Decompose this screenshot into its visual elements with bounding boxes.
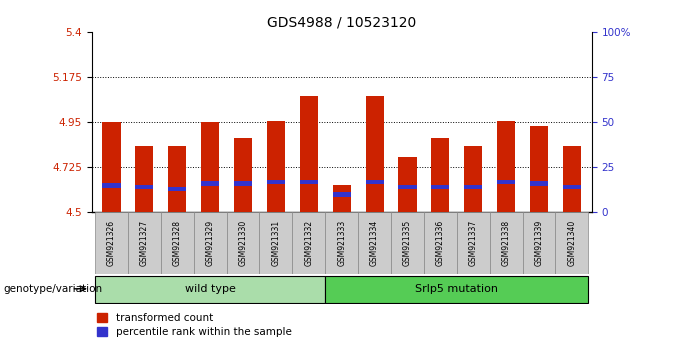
Text: GSM921334: GSM921334 [370,220,379,266]
Bar [201,181,219,186]
Bar [267,179,285,184]
FancyBboxPatch shape [424,212,457,274]
FancyBboxPatch shape [325,276,588,303]
Bar [168,187,186,191]
FancyBboxPatch shape [391,212,424,274]
FancyBboxPatch shape [457,212,490,274]
Bar [366,179,384,184]
Text: GSM921339: GSM921339 [534,220,543,266]
FancyBboxPatch shape [522,212,556,274]
Bar [530,126,548,212]
Text: GSM921330: GSM921330 [239,220,248,266]
Bar [201,122,219,212]
Bar [135,146,154,212]
FancyBboxPatch shape [95,212,128,274]
FancyBboxPatch shape [292,212,325,274]
Bar [464,185,482,189]
Text: Srlp5 mutation: Srlp5 mutation [415,284,498,294]
Text: GSM921337: GSM921337 [469,220,478,266]
FancyBboxPatch shape [161,212,194,274]
Bar [497,121,515,212]
Text: genotype/variation: genotype/variation [3,284,103,294]
FancyBboxPatch shape [194,212,226,274]
Bar [234,138,252,212]
FancyBboxPatch shape [260,212,292,274]
Text: GSM921329: GSM921329 [205,220,215,266]
Bar [497,179,515,184]
Bar [267,121,285,212]
Bar [103,122,120,212]
FancyBboxPatch shape [226,212,260,274]
Title: GDS4988 / 10523120: GDS4988 / 10523120 [267,15,416,29]
Bar [398,185,417,189]
Bar [300,179,318,184]
Bar [103,183,120,188]
Bar [530,181,548,186]
Bar [431,138,449,212]
Text: GSM921332: GSM921332 [305,220,313,266]
FancyBboxPatch shape [358,212,391,274]
Text: GSM921331: GSM921331 [271,220,280,266]
Text: GSM921327: GSM921327 [140,220,149,266]
FancyBboxPatch shape [556,212,588,274]
Text: GSM921340: GSM921340 [567,220,577,266]
FancyBboxPatch shape [325,212,358,274]
FancyBboxPatch shape [490,212,522,274]
Text: GSM921336: GSM921336 [436,220,445,266]
Bar [300,96,318,212]
Bar [366,96,384,212]
Bar [168,146,186,212]
Bar [563,185,581,189]
Bar [398,157,417,212]
Text: GSM921326: GSM921326 [107,220,116,266]
Text: GSM921333: GSM921333 [337,220,346,266]
Bar [563,146,581,212]
Text: GSM921335: GSM921335 [403,220,412,266]
Bar [135,185,154,189]
Text: GSM921338: GSM921338 [502,220,511,266]
Text: wild type: wild type [185,284,235,294]
Text: GSM921328: GSM921328 [173,220,182,266]
Bar [464,146,482,212]
Bar [333,192,351,196]
Bar [431,185,449,189]
FancyBboxPatch shape [95,276,325,303]
FancyBboxPatch shape [128,212,161,274]
Bar [234,181,252,186]
Legend: transformed count, percentile rank within the sample: transformed count, percentile rank withi… [97,313,292,337]
Bar [333,185,351,212]
